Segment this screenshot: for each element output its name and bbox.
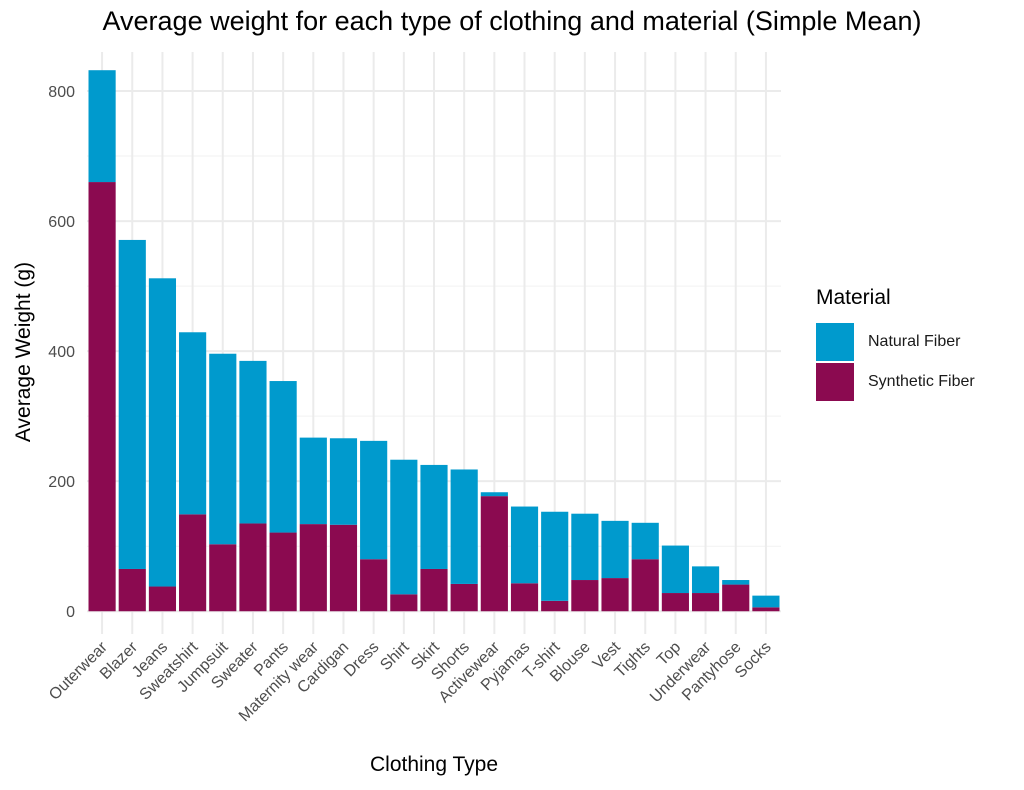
bar-natural [239, 360, 267, 524]
bar-natural [631, 522, 659, 560]
bar-natural [752, 595, 780, 608]
bar-natural [88, 70, 116, 183]
bar-natural [722, 580, 750, 585]
y-tick-label: 200 [48, 474, 75, 491]
bar-synthetic [239, 523, 267, 612]
bar-natural [601, 520, 629, 579]
bar-synthetic [541, 600, 569, 612]
legend-label-natural: Natural Fiber [868, 333, 961, 350]
legend-swatch-natural [816, 323, 854, 361]
x-axis-title: Clothing Type [369, 753, 499, 776]
bar-synthetic [480, 496, 508, 612]
legend: Material Natural Fiber Synthetic Fiber [816, 286, 975, 402]
bar-natural [209, 353, 237, 545]
bar-synthetic [179, 514, 207, 612]
bar-natural [541, 511, 569, 601]
bar-natural [420, 464, 448, 569]
bar-natural [510, 506, 539, 584]
y-tick-label: 400 [48, 344, 75, 361]
y-axis-title: Average Weight (g) [12, 261, 35, 443]
bar-synthetic [420, 568, 448, 612]
bar-synthetic [88, 182, 116, 612]
bar-synthetic [209, 544, 237, 612]
bar-natural [148, 278, 177, 587]
y-tick-label: 800 [48, 84, 75, 101]
x-tick-label: Shirt [377, 638, 413, 674]
bar-synthetic [329, 524, 358, 612]
legend-swatch-synthetic [816, 363, 854, 401]
legend-label-synthetic: Synthetic Fiber [868, 373, 975, 390]
bar-synthetic [118, 568, 146, 612]
bar-synthetic [360, 559, 388, 612]
legend-item-natural: Natural Fiber [816, 322, 975, 362]
bar-synthetic [148, 586, 177, 612]
bar-synthetic [390, 594, 418, 612]
legend-item-synthetic: Synthetic Fiber [816, 362, 975, 402]
bar-synthetic [601, 578, 629, 612]
bar-natural [118, 239, 146, 569]
bar-synthetic [269, 532, 297, 612]
bar-natural [360, 440, 388, 560]
bar-synthetic [510, 583, 539, 612]
bar-natural [269, 381, 297, 533]
y-tick-label: 0 [66, 604, 75, 621]
x-tick-label: Dress [341, 639, 383, 681]
bar-natural [450, 469, 478, 584]
bar-natural [480, 492, 508, 497]
bar-natural [571, 513, 599, 581]
bar-synthetic [722, 584, 750, 612]
legend-title: Material [816, 286, 891, 309]
bar-synthetic [571, 580, 599, 612]
y-tick-label: 600 [48, 214, 75, 231]
bar-synthetic [752, 607, 780, 612]
bar-natural [661, 545, 689, 594]
bar-natural [390, 459, 418, 595]
bar-natural [299, 437, 327, 525]
bar-synthetic [299, 524, 327, 612]
bar-natural [691, 566, 720, 594]
bar-natural [329, 438, 358, 525]
bar-synthetic [661, 593, 689, 612]
bar-synthetic [691, 593, 720, 612]
bar-synthetic [631, 559, 659, 612]
chart-title: Average weight for each type of clothing… [102, 6, 922, 36]
bar-natural [179, 332, 207, 515]
bar-synthetic [450, 583, 478, 612]
